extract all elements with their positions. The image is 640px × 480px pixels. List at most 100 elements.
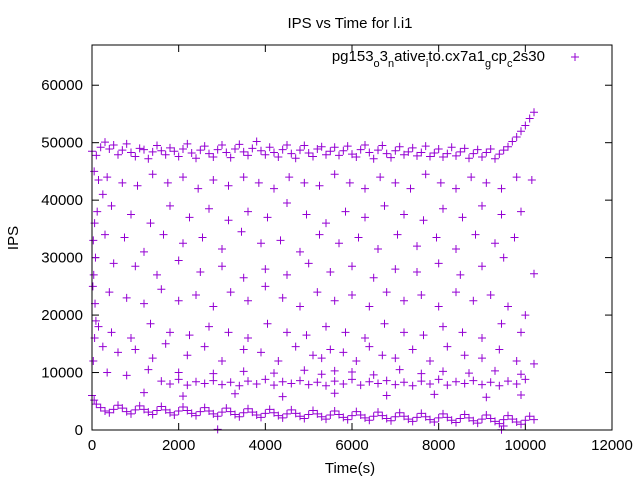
x-tick-label: 0 [88,437,96,454]
data-point [467,173,476,182]
data-point [439,367,447,376]
data-point [495,150,504,159]
data-point [93,207,102,216]
data-point [302,210,311,219]
data-point [235,140,244,149]
data-point [213,425,222,434]
data-point [127,210,135,219]
y-tick-label: 50000 [41,135,83,152]
data-point [91,253,100,262]
data-point [187,409,196,418]
data-point [248,408,257,417]
data-point [374,244,382,253]
data-point [114,401,122,410]
data-point [283,409,291,418]
data-point [447,143,456,152]
data-point [103,173,112,182]
data-point [174,152,183,161]
data-point [434,302,443,311]
data-point [339,380,348,389]
data-point [244,377,252,386]
data-point [348,411,356,420]
data-point [146,219,155,228]
plot-frame [91,44,613,431]
data-point [213,412,222,421]
data-point [469,376,478,385]
y-tick-label: 20000 [41,307,83,324]
data-point [426,152,434,161]
data-point [417,369,426,378]
data-point [419,216,428,225]
data-point [309,351,317,360]
data-point [98,342,107,351]
data-point [404,147,413,156]
data-point [348,290,356,299]
data-point [404,415,413,424]
x-tick-label: 4000 [249,437,282,454]
data-point [146,319,155,328]
data-point [153,270,161,279]
data-point [187,149,196,158]
data-point [244,404,252,413]
data-point [530,269,538,278]
x-tick-label: 2000 [162,437,195,454]
data-point [248,144,257,153]
data-point [226,407,235,416]
data-point [200,403,209,412]
data-point [283,270,291,279]
data-point [313,145,322,154]
data-point [313,288,322,297]
data-point [478,354,486,363]
data-point [391,265,400,274]
data-point [209,153,218,162]
data-point [430,390,439,399]
data-point [382,391,391,400]
data-point [374,379,382,388]
data-point [122,407,131,416]
data-point [209,409,218,418]
data-point [330,170,339,179]
data-point [517,420,525,429]
data-point [287,405,296,414]
data-point [313,409,322,418]
data-point [395,365,404,374]
data-point [239,408,248,417]
data-point [89,270,98,279]
data-point [174,368,183,377]
data-point [504,142,512,151]
data-point [257,239,265,248]
data-point [235,412,244,421]
data-point [153,406,161,415]
data-point [231,145,239,154]
data-point [326,267,335,276]
data-point [517,370,525,379]
data-point [127,148,135,157]
data-point [300,141,309,150]
data-point [218,262,226,271]
data-point [530,359,538,368]
data-point [101,230,109,239]
data-point [382,414,391,423]
data-point [114,150,122,159]
data-point [369,273,378,282]
data-point [140,145,148,154]
data-point [495,345,504,354]
data-point [421,142,430,151]
data-point [218,408,226,417]
data-point [508,415,517,424]
data-point [434,413,443,422]
data-point [291,409,300,418]
data-point [434,145,443,154]
data-point [276,236,285,245]
data-point [170,147,179,156]
data-point [105,408,114,417]
data-point [478,201,486,210]
data-point [89,236,98,245]
data-point [447,416,456,425]
data-point [512,417,521,426]
data-point [426,357,434,366]
data-point [304,259,313,268]
data-point [209,369,218,378]
data-point [239,173,248,182]
data-point [391,178,400,187]
